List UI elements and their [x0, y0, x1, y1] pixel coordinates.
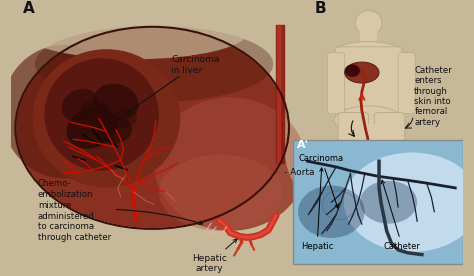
Ellipse shape	[62, 89, 98, 121]
Text: Carcinoma
in liver: Carcinoma in liver	[127, 55, 219, 113]
Ellipse shape	[283, 73, 321, 188]
Ellipse shape	[1, 45, 126, 178]
Ellipse shape	[344, 153, 474, 252]
Text: Carcinoma: Carcinoma	[299, 154, 344, 208]
Text: Catheter: Catheter	[382, 180, 420, 251]
FancyBboxPatch shape	[374, 113, 405, 170]
Ellipse shape	[16, 28, 288, 228]
Ellipse shape	[345, 62, 379, 83]
Ellipse shape	[33, 49, 180, 187]
FancyBboxPatch shape	[293, 140, 463, 264]
Text: - Aorta: - Aorta	[284, 168, 314, 177]
Ellipse shape	[21, 2, 249, 59]
Ellipse shape	[35, 26, 273, 102]
Ellipse shape	[344, 153, 474, 252]
Ellipse shape	[355, 10, 382, 35]
Ellipse shape	[45, 58, 159, 171]
Ellipse shape	[159, 155, 283, 231]
Text: A: A	[23, 1, 34, 17]
Ellipse shape	[154, 97, 307, 231]
Ellipse shape	[345, 65, 360, 77]
FancyBboxPatch shape	[338, 113, 369, 170]
Text: Hepatic: Hepatic	[301, 168, 333, 251]
Ellipse shape	[298, 185, 365, 238]
Ellipse shape	[81, 100, 109, 124]
Text: B: B	[314, 1, 326, 17]
Ellipse shape	[344, 153, 474, 252]
FancyBboxPatch shape	[360, 24, 377, 41]
Text: Chemo-
embolization
mixture
administered
to carcinoma
through catheter: Chemo- embolization mixture administered…	[38, 179, 203, 242]
Ellipse shape	[96, 117, 132, 144]
Ellipse shape	[114, 109, 137, 128]
Text: A': A'	[297, 140, 309, 150]
Ellipse shape	[344, 153, 474, 252]
Ellipse shape	[334, 106, 403, 134]
FancyBboxPatch shape	[398, 52, 415, 113]
FancyBboxPatch shape	[335, 47, 402, 119]
Ellipse shape	[93, 84, 138, 121]
Ellipse shape	[345, 124, 392, 145]
Text: Catheter
enters
through
skin into
femoral
artery: Catheter enters through skin into femora…	[414, 66, 452, 127]
Ellipse shape	[344, 153, 474, 252]
Ellipse shape	[360, 181, 417, 224]
Text: Hepatic
artery: Hepatic artery	[192, 239, 237, 273]
Ellipse shape	[344, 153, 474, 252]
Ellipse shape	[333, 42, 404, 65]
Ellipse shape	[344, 153, 474, 252]
FancyBboxPatch shape	[328, 52, 345, 113]
Ellipse shape	[66, 107, 118, 149]
Ellipse shape	[344, 153, 474, 252]
